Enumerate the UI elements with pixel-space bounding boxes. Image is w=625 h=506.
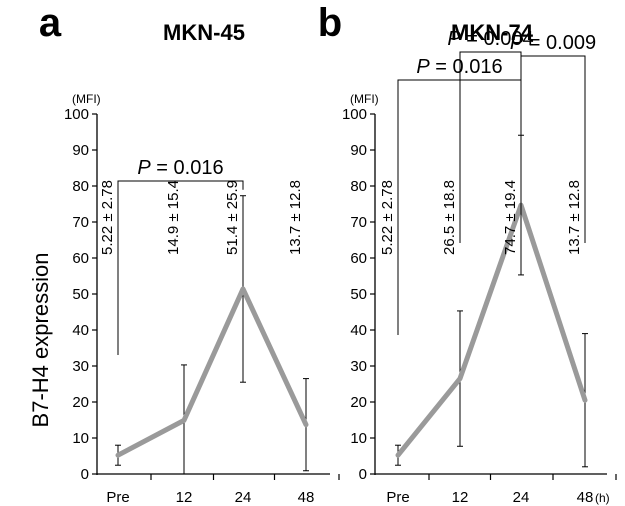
y-tick-label: 20 xyxy=(350,394,367,411)
p-value-symbol: P xyxy=(416,56,430,78)
p-value-label: P = 0.009 xyxy=(510,32,596,54)
y-unit-label: (MFI) xyxy=(72,92,101,106)
x-tick-label: 24 xyxy=(513,489,530,506)
y-tick-label: 10 xyxy=(350,430,367,447)
y-tick-label: 70 xyxy=(72,214,89,231)
p-value-text: = 0.016 xyxy=(151,157,224,179)
panel-letter: a xyxy=(39,1,62,45)
x-tick-label: 12 xyxy=(176,489,193,506)
data-label: 13.7 ± 12.8 xyxy=(566,180,583,255)
panel-a: a MKN-45 (MFI) 0 10 20 30 40 50 60 70 80 90 100 Pre 12 2… xyxy=(39,1,340,506)
y-tick-label: 10 xyxy=(72,430,89,447)
y-axis-label: B7-H4 expression xyxy=(28,253,53,428)
data-label: 5.22 ± 2.78 xyxy=(99,180,116,255)
series-line xyxy=(395,202,588,458)
panel-title: MKN-74 xyxy=(451,20,534,45)
y-tick-label: 50 xyxy=(72,286,89,303)
p-value-label: P = 0.016 xyxy=(137,157,223,179)
p-value-label: P = 0.016 xyxy=(416,56,502,78)
y-tick-label: 40 xyxy=(350,322,367,339)
y-tick-label: 100 xyxy=(342,106,367,123)
y-tick-label: 60 xyxy=(350,250,367,267)
x-tick-label: Pre xyxy=(386,489,409,506)
y-tick-label: 20 xyxy=(72,394,89,411)
y-tick-label: 90 xyxy=(72,142,89,159)
data-label: 74.7 ± 19.4 xyxy=(502,180,519,255)
y-tick-label: 100 xyxy=(64,106,89,123)
y-tick-label: 70 xyxy=(350,214,367,231)
significance-bracket xyxy=(520,55,586,243)
panel-b: b MKN-74 (MFI) 0 10 20 30 40 50 60 70 80 90 100 Pre 12 2… xyxy=(318,1,617,506)
y-tick-label: 0 xyxy=(359,466,367,483)
data-label: 51.4 ± 25.9 xyxy=(224,180,241,255)
x-tick-label: Pre xyxy=(106,489,129,506)
y-tick-label: 90 xyxy=(350,142,367,159)
data-label: 5.22 ± 2.78 xyxy=(379,180,396,255)
data-label: 13.7 ± 12.8 xyxy=(287,180,304,255)
x-tick-label: 12 xyxy=(452,489,469,506)
x-tick-label: 48 xyxy=(298,489,315,506)
x-tick-label: 24 xyxy=(235,489,252,506)
x-tick-label: 48 xyxy=(577,489,594,506)
data-label: 26.5 ± 18.8 xyxy=(441,180,458,255)
series-line xyxy=(115,286,309,458)
y-unit-label: (MFI) xyxy=(350,92,379,106)
y-tick-label: 30 xyxy=(72,358,89,375)
p-value-symbol: P xyxy=(510,32,524,54)
p-value-symbol: P xyxy=(137,157,151,179)
p-value-text: = 0.016 xyxy=(430,56,503,78)
y-tick-label: 40 xyxy=(72,322,89,339)
p-value-text: = 0.009 xyxy=(523,32,596,54)
data-label: 14.9 ± 15.4 xyxy=(165,180,182,255)
significance-bracket xyxy=(117,180,244,355)
y-tick-label: 30 xyxy=(350,358,367,375)
p-value-symbol: P xyxy=(447,28,461,50)
y-tick-label: 0 xyxy=(81,466,89,483)
y-tick-label: 80 xyxy=(72,178,89,195)
p-value-label: P = 0.004 xyxy=(447,28,533,50)
panel-letter: b xyxy=(318,1,342,45)
y-tick-label: 60 xyxy=(72,250,89,267)
y-tick-label: 80 xyxy=(350,178,367,195)
panel-title: MKN-45 xyxy=(163,20,245,45)
p-value-text: = 0.004 xyxy=(461,28,534,50)
x-unit-label: (h) xyxy=(595,491,610,505)
y-tick-label: 50 xyxy=(350,286,367,303)
